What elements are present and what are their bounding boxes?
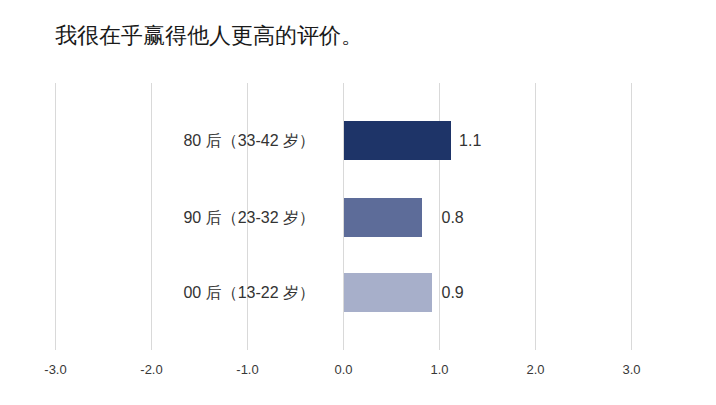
x-tick-label: -1.0 — [236, 362, 258, 377]
chart-title: 我很在乎赢得他人更高的评价。 — [55, 21, 363, 51]
value-label: 0.9 — [442, 273, 464, 312]
value-label: 1.1 — [459, 121, 481, 160]
x-tick-label: 0.0 — [334, 362, 352, 377]
x-tick-label: -2.0 — [140, 362, 162, 377]
x-tick-label: -3.0 — [44, 362, 66, 377]
bar-chart: 我很在乎赢得他人更高的评价。 -3.0-2.0-1.00.01.02.03.0 … — [0, 0, 716, 405]
x-tick-label: 3.0 — [622, 362, 640, 377]
category-label: 00 后（13-22 岁） — [0, 273, 315, 312]
bar — [344, 273, 432, 312]
category-label: 90 后（23-32 岁） — [0, 198, 315, 237]
x-tick-label: 1.0 — [430, 362, 448, 377]
category-label: 80 后（33-42 岁） — [0, 121, 315, 160]
value-label: 0.8 — [442, 198, 464, 237]
gridline — [631, 83, 632, 350]
bar — [344, 198, 423, 237]
gridline — [535, 83, 536, 350]
bar — [344, 121, 452, 160]
x-tick-label: 2.0 — [526, 362, 544, 377]
